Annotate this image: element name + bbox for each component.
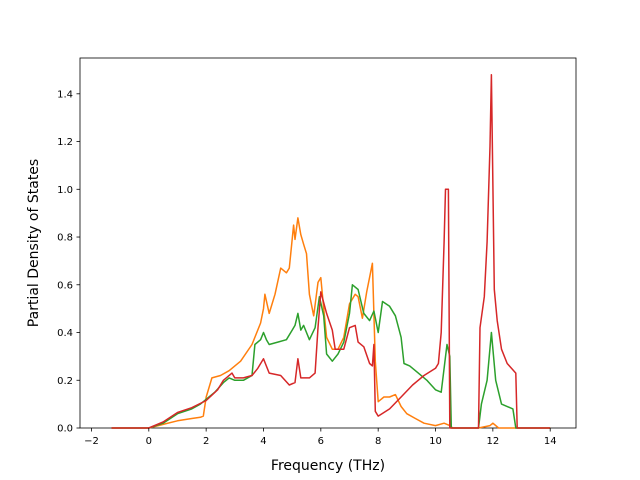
x-tick-label: 14 — [544, 436, 557, 447]
x-tick-label: 0 — [146, 436, 152, 447]
y-tick-label: 1.2 — [57, 137, 73, 148]
x-tick-label: 2 — [203, 436, 209, 447]
y-tick-label: 0.0 — [57, 424, 73, 435]
x-tick-label: 10 — [429, 436, 442, 447]
x-axis-label: Frequency (THz) — [271, 458, 385, 474]
y-axis-label: Partial Density of States — [26, 159, 42, 327]
series-line-3 — [111, 73, 551, 429]
y-tick-label: 0.6 — [57, 280, 73, 291]
y-axis: 0.0 0.2 0.4 0.6 0.8 1.0 1.2 1.4 — [57, 89, 80, 435]
x-tick-label: 6 — [318, 436, 324, 447]
y-tick-label: 1.0 — [57, 185, 73, 196]
y-tick-label: 0.4 — [57, 328, 73, 339]
y-tick-label: 0.8 — [57, 233, 73, 244]
x-axis: −2 0 2 4 6 8 10 12 14 — [84, 428, 557, 447]
plot-frame — [79, 57, 577, 429]
x-tick-label: 12 — [486, 436, 499, 447]
y-tick-label: 1.4 — [57, 89, 73, 100]
series-line-1 — [111, 217, 551, 429]
x-tick-label: −2 — [84, 436, 99, 447]
x-tick-label: 4 — [260, 436, 266, 447]
x-tick-label: 8 — [375, 436, 381, 447]
y-tick-label: 0.2 — [57, 376, 73, 387]
series-layer — [111, 73, 551, 429]
